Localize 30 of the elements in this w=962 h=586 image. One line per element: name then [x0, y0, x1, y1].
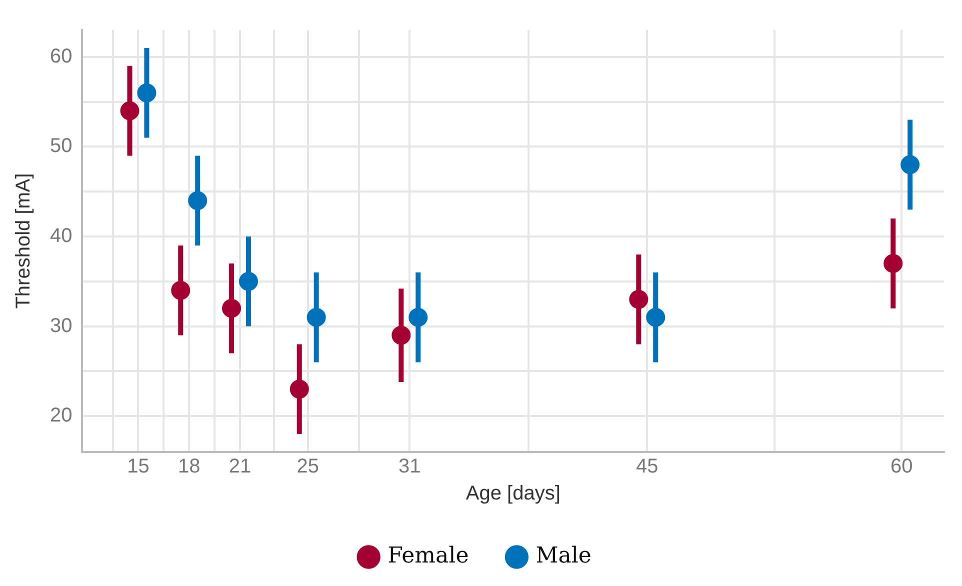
point	[900, 155, 920, 174]
y-tick-label: 20	[50, 404, 72, 427]
legend-label: Female	[388, 544, 469, 569]
point	[306, 308, 326, 327]
point	[629, 290, 648, 309]
y-axis-title: Threshold [mA]	[12, 173, 35, 309]
point	[884, 254, 903, 273]
x-tick-label: 15	[127, 456, 150, 478]
y-tick-label: 30	[50, 314, 72, 337]
x-tick-label: 31	[398, 456, 421, 478]
point	[646, 308, 666, 327]
x-tick-label: 18	[178, 456, 200, 478]
point	[120, 101, 140, 120]
x-tick-label: 21	[228, 456, 252, 478]
x-axis-title: Age [days]	[466, 482, 560, 505]
legend-label: Male	[536, 544, 592, 569]
y-tick-label: 50	[50, 135, 72, 158]
point	[171, 280, 190, 300]
point	[188, 191, 208, 210]
y-tick-label: 40	[50, 225, 72, 248]
point	[137, 83, 156, 102]
point	[290, 380, 309, 399]
point	[392, 326, 411, 345]
x-tick-label: 45	[636, 456, 658, 478]
point	[408, 308, 428, 327]
x-tick-label: 60	[890, 456, 913, 478]
x-tick-label: 25	[296, 456, 319, 478]
y-tick-label: 60	[50, 45, 72, 68]
point	[238, 272, 258, 291]
point	[222, 298, 242, 318]
